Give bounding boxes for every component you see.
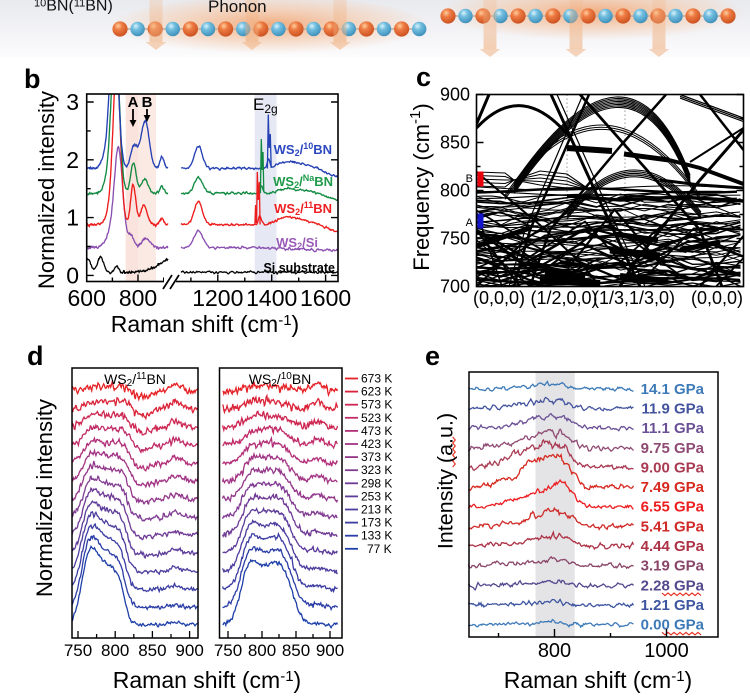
svg-text:750: 750 <box>440 229 470 249</box>
svg-text:800: 800 <box>538 640 571 662</box>
svg-text:1200: 1200 <box>192 285 243 311</box>
svg-text:900: 900 <box>175 641 203 660</box>
svg-text:Phonon: Phonon <box>208 0 267 16</box>
svg-text:700: 700 <box>440 277 470 297</box>
svg-text:673 K: 673 K <box>361 372 392 386</box>
svg-text:2.28 GPa: 2.28 GPa <box>641 577 705 594</box>
svg-text:A: A <box>466 217 474 229</box>
svg-text:2: 2 <box>66 147 79 173</box>
svg-text:WS2/11BN: WS2/11BN <box>104 371 166 389</box>
svg-text:0.00 GPa: 0.00 GPa <box>641 617 705 634</box>
svg-text:9.75 GPa: 9.75 GPa <box>641 440 705 457</box>
svg-text:3.19 GPa: 3.19 GPa <box>641 558 705 575</box>
svg-text:213 K: 213 K <box>361 503 392 517</box>
svg-text:A: A <box>128 94 139 111</box>
svg-text:7.49 GPa: 7.49 GPa <box>641 479 705 496</box>
svg-text:0: 0 <box>66 262 79 288</box>
svg-text:423 K: 423 K <box>361 437 392 451</box>
svg-text:WS2/11BN: WS2/11BN <box>274 200 332 217</box>
svg-text:850: 850 <box>138 641 166 660</box>
svg-text:5.41 GPa: 5.41 GPa <box>641 518 705 535</box>
svg-text:1: 1 <box>66 205 79 231</box>
svg-text:(1/3,1/3,0): (1/3,1/3,0) <box>593 288 675 308</box>
svg-text:(1/2,0,0): (1/2,0,0) <box>530 288 597 308</box>
svg-text:850: 850 <box>282 641 310 660</box>
svg-text:3: 3 <box>66 89 79 115</box>
svg-text:WS2/10BN: WS2/10BN <box>249 371 312 389</box>
svg-text:1.21 GPa: 1.21 GPa <box>641 597 705 614</box>
svg-text:Si substrate: Si substrate <box>263 261 335 275</box>
svg-text:(0,0,0): (0,0,0) <box>473 288 525 308</box>
svg-text:WS2/NaBN: WS2/NaBN <box>273 173 333 190</box>
svg-text:373 K: 373 K <box>361 450 392 464</box>
svg-text:11.9 GPa: 11.9 GPa <box>641 400 704 417</box>
svg-text:750: 750 <box>214 641 242 660</box>
svg-text:Frequency (cm-1): Frequency (cm-1) <box>407 103 434 270</box>
svg-text:298 K: 298 K <box>361 476 392 490</box>
svg-text:800: 800 <box>248 641 276 660</box>
svg-text:253 K: 253 K <box>361 489 392 503</box>
svg-text:Raman shift (cm-1): Raman shift (cm-1) <box>504 667 692 693</box>
svg-text:750: 750 <box>64 641 92 660</box>
svg-text:800: 800 <box>440 181 470 201</box>
svg-text:Raman shift (cm-1): Raman shift (cm-1) <box>113 667 301 693</box>
svg-text:623 K: 623 K <box>361 385 392 399</box>
svg-text:Normalized intensity: Normalized intensity <box>34 91 59 289</box>
svg-text:b: b <box>24 64 41 94</box>
svg-text:800: 800 <box>101 641 129 660</box>
svg-text:WS2/10BN: WS2/10BN <box>274 141 332 158</box>
svg-text:B: B <box>142 94 153 111</box>
svg-text:1000: 1000 <box>644 640 689 662</box>
svg-text:850: 850 <box>440 133 470 153</box>
svg-text:77 K: 77 K <box>367 542 392 556</box>
svg-text:473 K: 473 K <box>361 424 392 438</box>
svg-text:6.55 GPa: 6.55 GPa <box>641 499 705 516</box>
svg-text:4.44 GPa: 4.44 GPa <box>641 538 705 555</box>
svg-text:B: B <box>466 173 473 185</box>
svg-text:800: 800 <box>119 285 157 311</box>
svg-text:(0,0,0): (0,0,0) <box>691 288 743 308</box>
svg-text:c: c <box>416 62 431 92</box>
svg-text:10BN(11BN): 10BN(11BN) <box>34 0 113 15</box>
svg-text:11.1 GPa: 11.1 GPa <box>641 420 704 437</box>
svg-text:1600: 1600 <box>300 285 351 311</box>
svg-text:Raman shift (cm-1): Raman shift (cm-1) <box>111 311 299 337</box>
svg-text:573 K: 573 K <box>361 398 392 412</box>
svg-text:d: d <box>27 341 44 371</box>
svg-text:WS2/Si: WS2/Si <box>276 235 318 251</box>
svg-text:14.1 GPa: 14.1 GPa <box>641 381 705 398</box>
svg-text:173 K: 173 K <box>361 516 392 530</box>
svg-text:Normalized intensity: Normalized intensity <box>32 399 57 597</box>
svg-text:1400: 1400 <box>246 285 297 311</box>
svg-text:133 K: 133 K <box>361 529 392 543</box>
svg-text:900: 900 <box>440 85 470 105</box>
svg-text:323 K: 323 K <box>361 463 392 477</box>
svg-text:e: e <box>425 341 440 371</box>
svg-text:9.00 GPa: 9.00 GPa <box>641 459 705 476</box>
svg-text:Intensity (a.u.): Intensity (a.u.) <box>434 413 458 549</box>
svg-text:523 K: 523 K <box>361 411 392 425</box>
svg-text:600: 600 <box>68 285 106 311</box>
svg-text:900: 900 <box>316 641 344 660</box>
